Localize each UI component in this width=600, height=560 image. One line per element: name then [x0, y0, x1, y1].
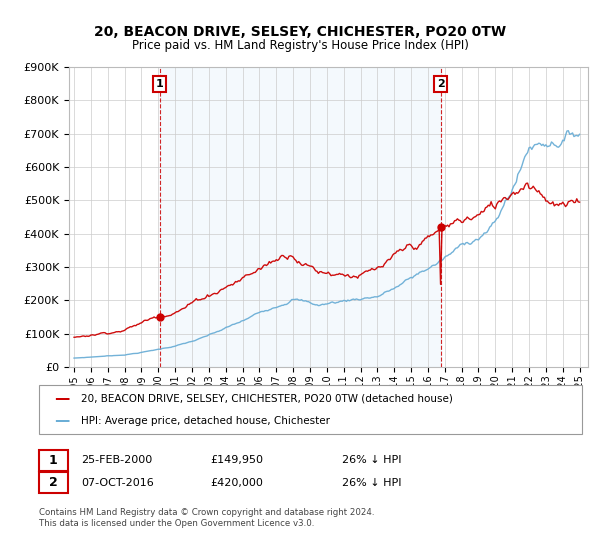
- Text: £149,950: £149,950: [210, 455, 263, 465]
- Text: 26% ↓ HPI: 26% ↓ HPI: [342, 455, 401, 465]
- Text: 20, BEACON DRIVE, SELSEY, CHICHESTER, PO20 0TW (detached house): 20, BEACON DRIVE, SELSEY, CHICHESTER, PO…: [81, 393, 453, 403]
- Text: 1: 1: [49, 454, 58, 467]
- Text: 2: 2: [437, 79, 445, 89]
- Text: Price paid vs. HM Land Registry's House Price Index (HPI): Price paid vs. HM Land Registry's House …: [131, 39, 469, 52]
- Text: HPI: Average price, detached house, Chichester: HPI: Average price, detached house, Chic…: [81, 416, 330, 426]
- Text: 25-FEB-2000: 25-FEB-2000: [81, 455, 152, 465]
- Text: 07-OCT-2016: 07-OCT-2016: [81, 478, 154, 488]
- Text: 26% ↓ HPI: 26% ↓ HPI: [342, 478, 401, 488]
- Text: Contains HM Land Registry data © Crown copyright and database right 2024.
This d: Contains HM Land Registry data © Crown c…: [39, 508, 374, 528]
- Text: £420,000: £420,000: [210, 478, 263, 488]
- Text: —: —: [54, 390, 70, 405]
- Text: —: —: [54, 413, 70, 428]
- Text: 2: 2: [49, 476, 58, 489]
- Bar: [160, 67, 440, 367]
- Text: 1: 1: [156, 79, 164, 89]
- Text: 20, BEACON DRIVE, SELSEY, CHICHESTER, PO20 0TW: 20, BEACON DRIVE, SELSEY, CHICHESTER, PO…: [94, 25, 506, 39]
